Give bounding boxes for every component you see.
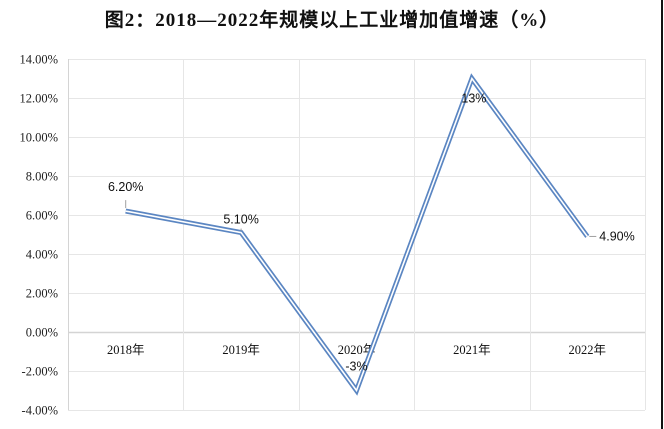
y-tick-label: 14.00% [19,53,58,67]
x-category-label: 2022年 [569,343,607,357]
x-category-label: 2018年 [107,343,145,357]
data-label: 5.10% [223,213,258,227]
y-tick-label: 6.00% [26,209,58,223]
x-category-label: 2020年 [338,343,376,357]
data-label: 4.90% [599,229,634,243]
y-tick-label: 12.00% [19,92,58,106]
y-tick-label: 4.00% [26,248,58,262]
y-axis-tick-labels: 14.00% 12.00% 10.00% 8.00% 6.00% 4.00% 2.00% 0.… [19,53,58,418]
x-axis-category-labels: 2018年 2019年 2020年 2021年 2022年 [107,343,606,357]
y-tick-label: 2.00% [26,287,58,301]
chart-title: 图2：2018—2022年规模以上工业增加值增速（%） [104,10,560,31]
data-label: -3% [345,360,367,374]
gridlines [68,59,646,411]
y-tick-label: 8.00% [26,170,58,184]
x-category-label: 2021年 [453,343,491,357]
data-label: 6.20% [108,180,143,194]
y-tick-label: 0.00% [26,326,58,340]
x-category-label: 2019年 [222,343,260,357]
data-labels: 6.20% 5.10% -3% 13% 4.90% [108,92,635,374]
series-line [125,73,590,396]
frame-border [661,0,663,429]
y-tick-label: 10.00% [19,131,58,145]
y-tick-label: -2.00% [22,365,58,379]
y-tick-label: -4.00% [22,404,58,418]
series-line-inner [125,76,588,393]
data-label: 13% [461,92,486,106]
